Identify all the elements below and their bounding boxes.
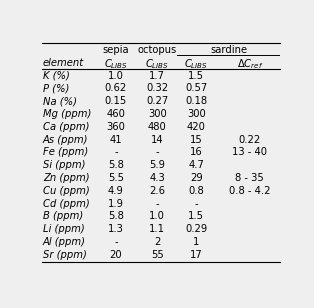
Text: 0.18: 0.18	[185, 96, 207, 106]
Text: 1.7: 1.7	[149, 71, 165, 81]
Text: 0.22: 0.22	[239, 135, 261, 145]
Text: -: -	[155, 199, 159, 209]
Text: 1: 1	[193, 237, 199, 247]
Text: 0.27: 0.27	[146, 96, 168, 106]
Text: 0.29: 0.29	[185, 224, 207, 234]
Text: 15: 15	[190, 135, 203, 145]
Text: 2.6: 2.6	[149, 186, 165, 196]
Text: element: element	[43, 58, 84, 67]
Text: 360: 360	[106, 122, 125, 132]
Text: 17: 17	[190, 250, 203, 260]
Text: 13 - 40: 13 - 40	[232, 148, 267, 157]
Text: $\Delta\mathit{C}_{ref}$: $\Delta\mathit{C}_{ref}$	[236, 58, 263, 71]
Text: 29: 29	[190, 173, 203, 183]
Text: P (%): P (%)	[43, 83, 69, 93]
Text: 480: 480	[148, 122, 167, 132]
Text: 1.9: 1.9	[108, 199, 124, 209]
Text: Ca (ppm): Ca (ppm)	[43, 122, 89, 132]
Text: -: -	[114, 237, 118, 247]
Text: $\mathit{C}_{LIBS}$: $\mathit{C}_{LIBS}$	[104, 58, 128, 71]
Text: 1.5: 1.5	[188, 71, 204, 81]
Text: 16: 16	[190, 148, 203, 157]
Text: 300: 300	[187, 109, 206, 119]
Text: -: -	[194, 199, 198, 209]
Text: sardine: sardine	[210, 45, 248, 55]
Text: 0.8 - 4.2: 0.8 - 4.2	[229, 186, 270, 196]
Text: 1.1: 1.1	[149, 224, 165, 234]
Text: $\mathit{C}_{LIBS}$: $\mathit{C}_{LIBS}$	[184, 58, 208, 71]
Text: Cu (ppm): Cu (ppm)	[43, 186, 90, 196]
Text: 4.3: 4.3	[149, 173, 165, 183]
Text: As (ppm): As (ppm)	[43, 135, 89, 145]
Text: octopus: octopus	[138, 45, 177, 55]
Text: 5.5: 5.5	[108, 173, 124, 183]
Text: 1.5: 1.5	[188, 212, 204, 221]
Text: 4.9: 4.9	[108, 186, 124, 196]
Text: Zn (ppm): Zn (ppm)	[43, 173, 89, 183]
Text: 20: 20	[110, 250, 122, 260]
Text: Na (%): Na (%)	[43, 96, 77, 106]
Text: 14: 14	[151, 135, 164, 145]
Text: Li (ppm): Li (ppm)	[43, 224, 85, 234]
Text: 0.32: 0.32	[146, 83, 168, 93]
Text: Al (ppm): Al (ppm)	[43, 237, 86, 247]
Text: 55: 55	[151, 250, 164, 260]
Text: 1.0: 1.0	[149, 212, 165, 221]
Text: 2: 2	[154, 237, 160, 247]
Text: 0.8: 0.8	[188, 186, 204, 196]
Text: 4.7: 4.7	[188, 160, 204, 170]
Text: 420: 420	[187, 122, 206, 132]
Text: sepia: sepia	[103, 45, 129, 55]
Text: $\mathit{C}_{LIBS}$: $\mathit{C}_{LIBS}$	[145, 58, 169, 71]
Text: 5.8: 5.8	[108, 212, 124, 221]
Text: B (ppm): B (ppm)	[43, 212, 83, 221]
Text: 8 - 35: 8 - 35	[236, 173, 264, 183]
Text: 5.8: 5.8	[108, 160, 124, 170]
Text: 0.62: 0.62	[105, 83, 127, 93]
Text: 41: 41	[110, 135, 122, 145]
Text: Si (ppm): Si (ppm)	[43, 160, 85, 170]
Text: 1.3: 1.3	[108, 224, 124, 234]
Text: 0.15: 0.15	[105, 96, 127, 106]
Text: 5.9: 5.9	[149, 160, 165, 170]
Text: 0.57: 0.57	[185, 83, 207, 93]
Text: Mg (ppm): Mg (ppm)	[43, 109, 91, 119]
Text: K (%): K (%)	[43, 71, 70, 81]
Text: Sr (ppm): Sr (ppm)	[43, 250, 87, 260]
Text: -: -	[155, 148, 159, 157]
Text: Cd (ppm): Cd (ppm)	[43, 199, 90, 209]
Text: 460: 460	[106, 109, 125, 119]
Text: 300: 300	[148, 109, 167, 119]
Text: Fe (ppm): Fe (ppm)	[43, 148, 88, 157]
Text: 1.0: 1.0	[108, 71, 124, 81]
Text: -: -	[114, 148, 118, 157]
